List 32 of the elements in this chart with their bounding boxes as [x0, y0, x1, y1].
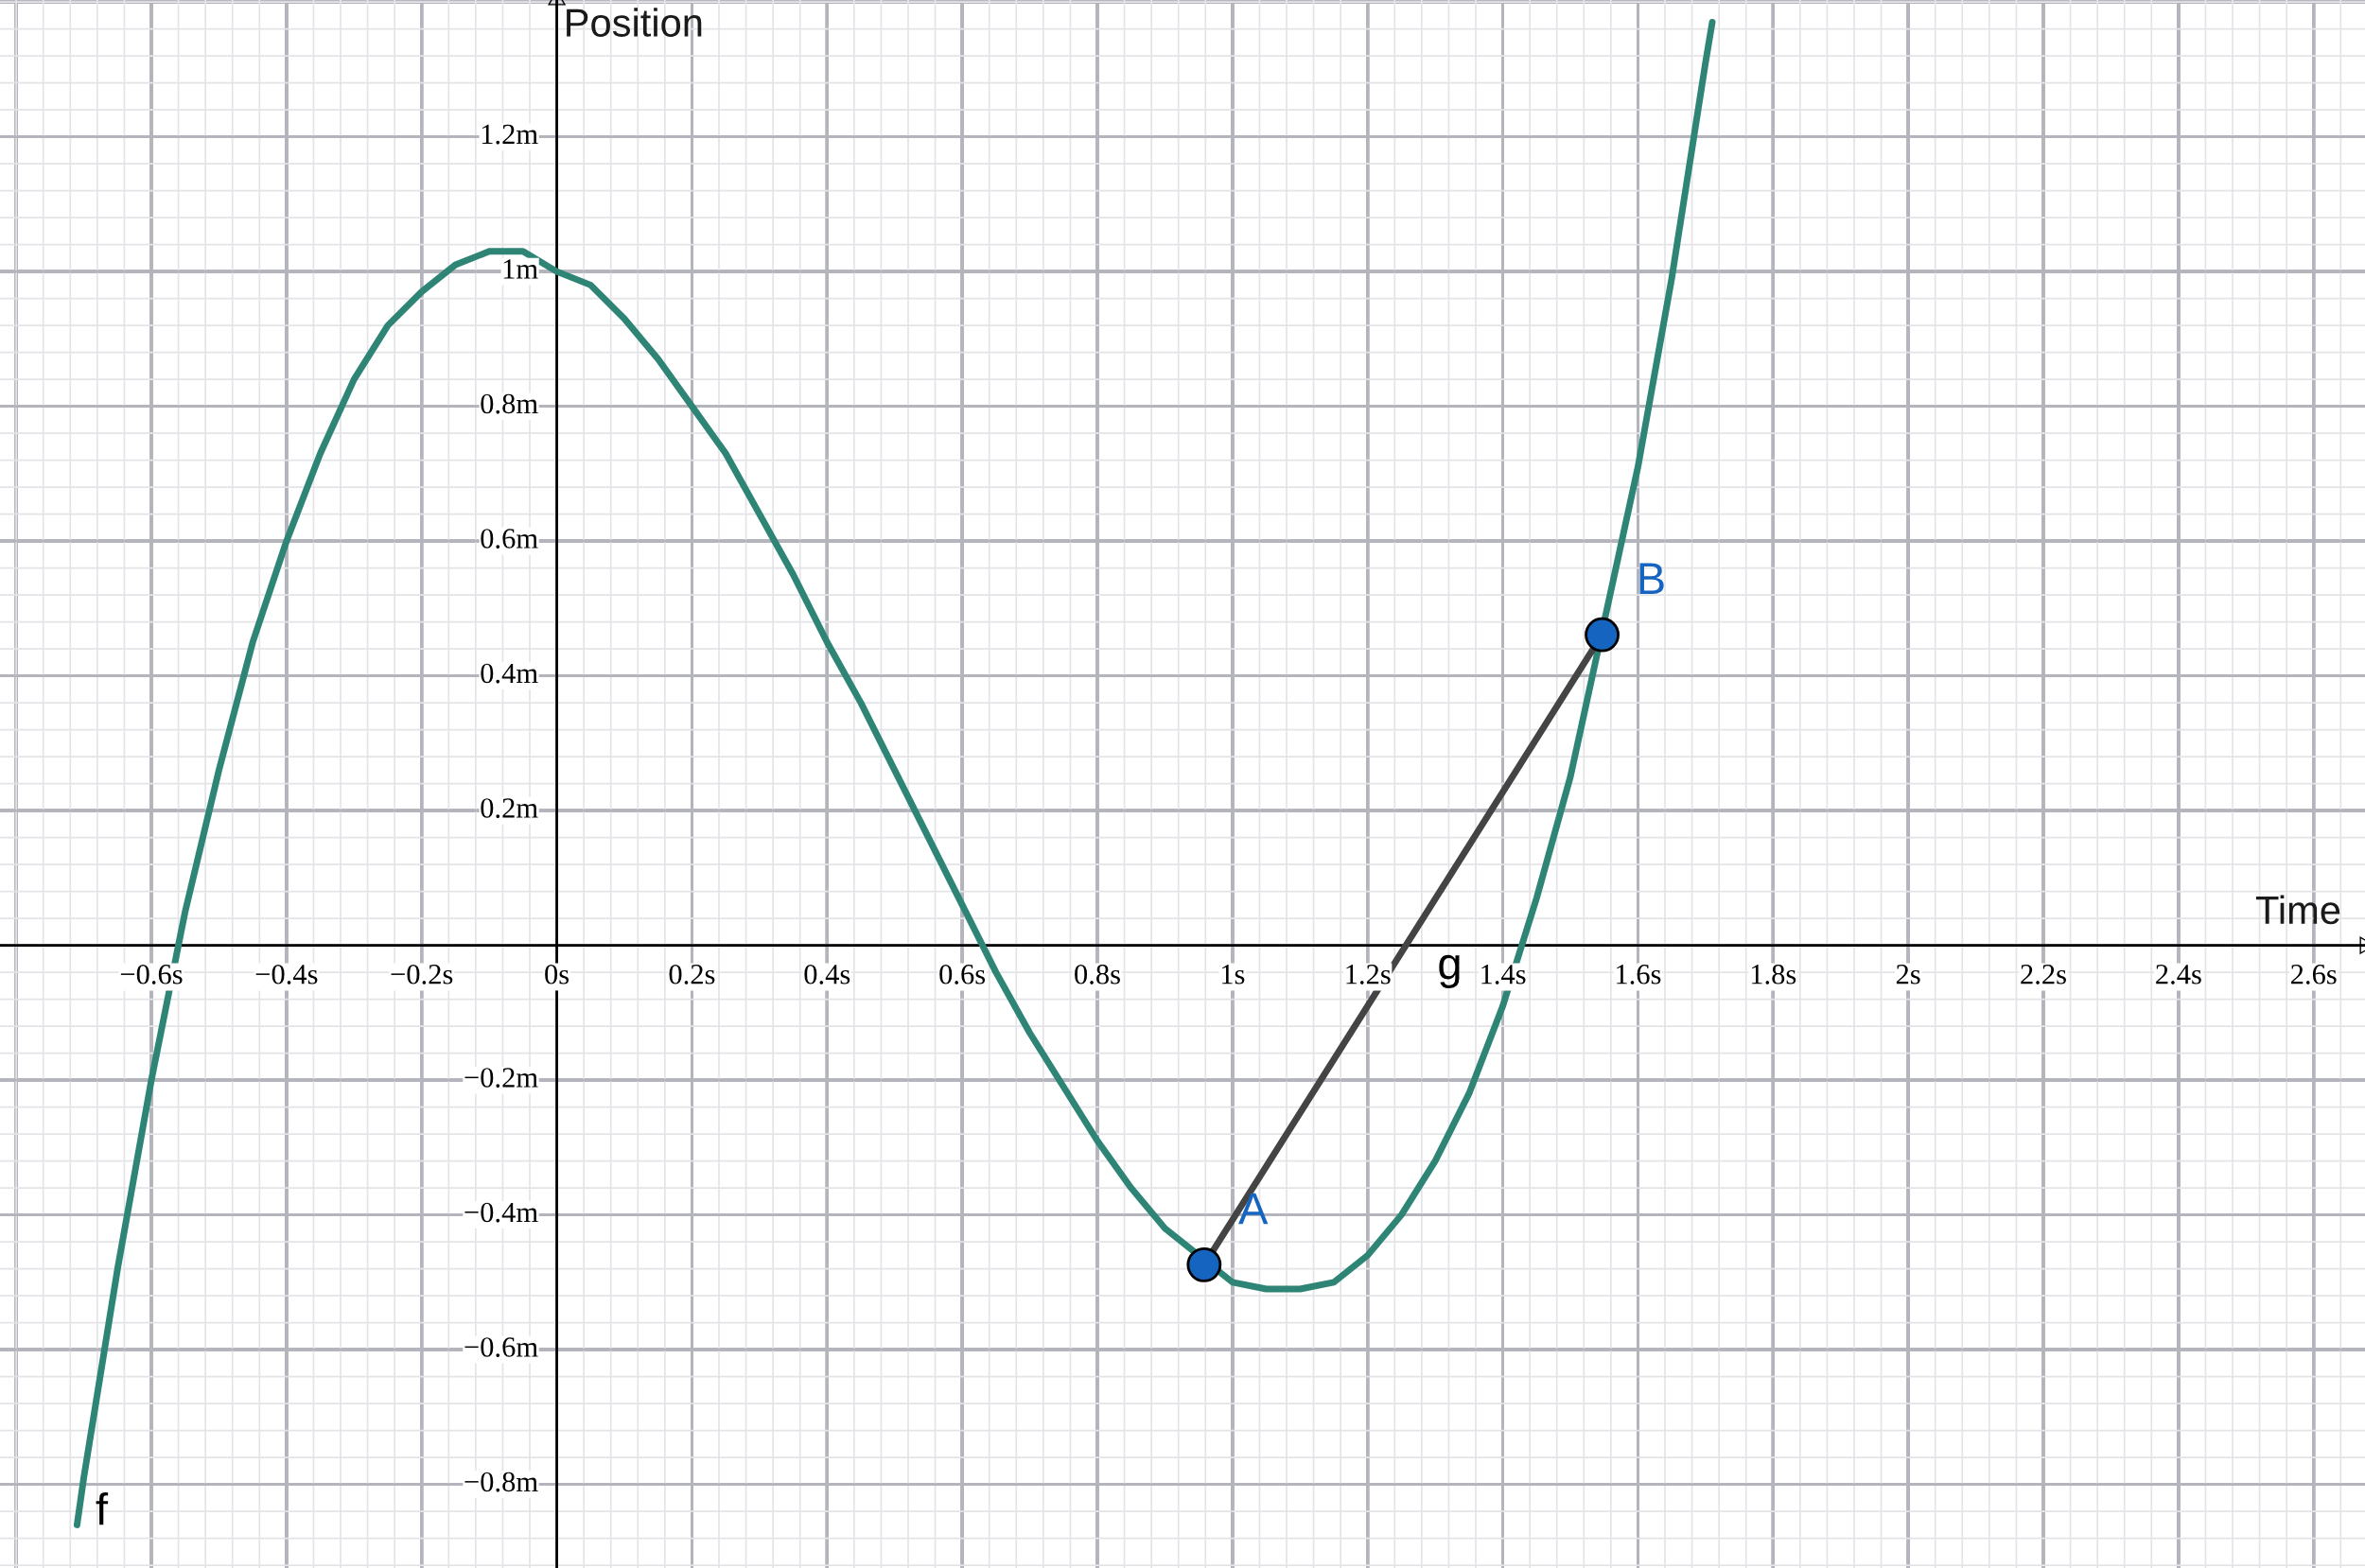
x-tick-label: 2.4s: [2156, 965, 2201, 984]
y-tick-label: −0.8m: [464, 1472, 538, 1492]
x-tick-label: 0.2s: [669, 964, 715, 984]
annotation: f: [96, 1492, 109, 1525]
x-tick-label: 2.2s: [2021, 965, 2066, 984]
y-tick-label: 1.2m: [482, 124, 538, 145]
x-tick-label: 2.6s: [2291, 965, 2337, 984]
x-tick-label: −0.4s: [255, 964, 318, 984]
y-tick-label: 0.4m: [481, 663, 538, 684]
y-tick-label: −0.4m: [464, 1202, 538, 1223]
x-tick-label: 1s: [1221, 965, 1245, 984]
x-tick-label: 0.8s: [1075, 964, 1120, 984]
annotation: g: [1439, 954, 1460, 988]
y-tick-label: 1m: [503, 259, 538, 279]
x-tick-label: 0s: [545, 964, 569, 984]
x-axis-title: Time: [2255, 895, 2340, 925]
x-tick-label: 1.8s: [1751, 964, 1796, 984]
y-tick-label: 0.6m: [481, 529, 538, 549]
y-axis-title: Position: [567, 8, 702, 37]
annotation: B: [1639, 563, 1664, 595]
y-tick-label: 0.8m: [481, 393, 538, 414]
y-tick-label: 0.2m: [481, 798, 538, 818]
x-tick-label: 2s: [1896, 965, 1920, 984]
x-tick-label: −0.6s: [120, 964, 183, 984]
x-tick-label: −0.2s: [391, 964, 453, 984]
y-tick-label: −0.2m: [464, 1068, 538, 1088]
x-tick-label: 1.4s: [1481, 965, 1526, 984]
x-tick-label: 0.6s: [939, 964, 986, 984]
x-tick-label: 1.2s: [1346, 965, 1391, 984]
x-tick-label: 1.6s: [1617, 965, 1661, 984]
x-tick-label: 0.4s: [804, 964, 850, 984]
y-tick-label: −0.6m: [464, 1337, 538, 1357]
